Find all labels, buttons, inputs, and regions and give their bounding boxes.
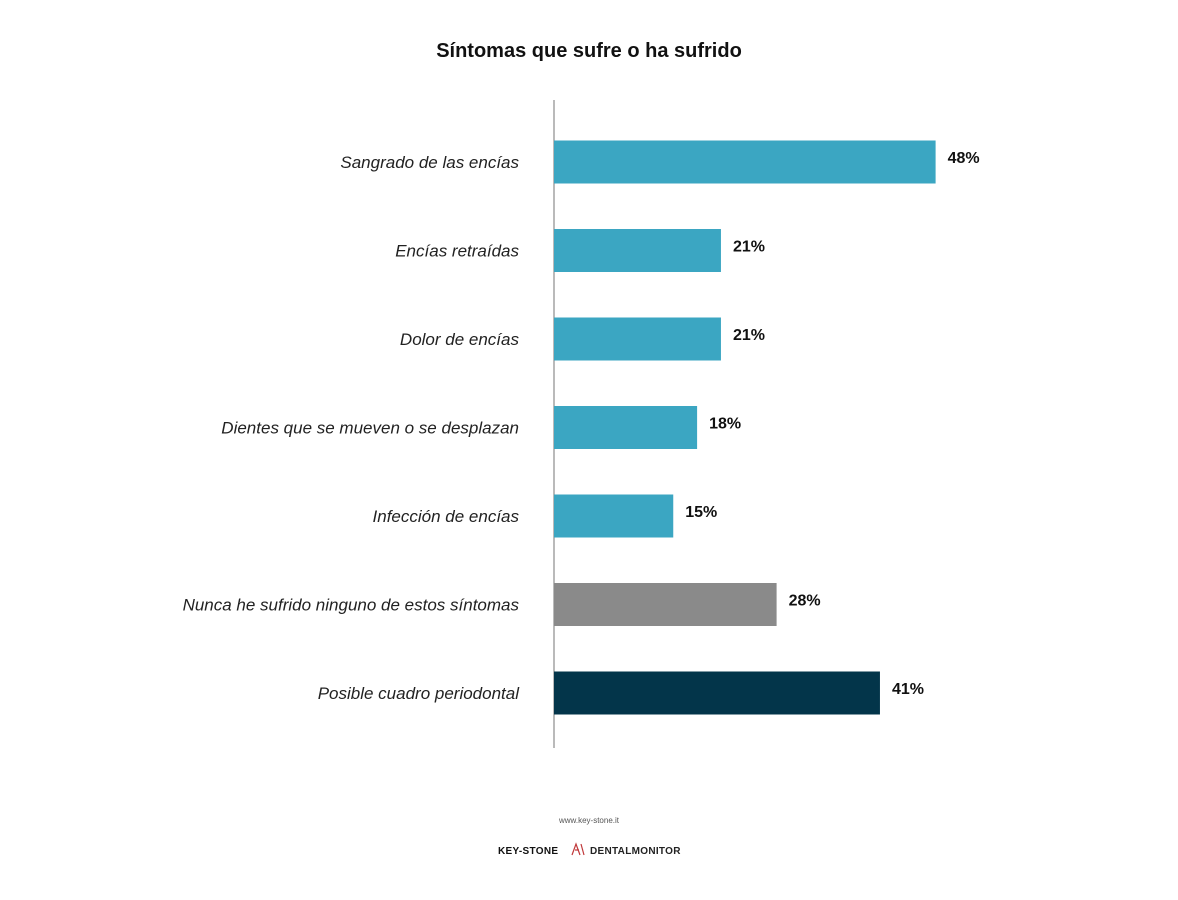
category-label: Dolor de encías: [400, 330, 520, 349]
dentalmonitor-logo: DENTALMONITOR: [590, 846, 681, 857]
bar: [554, 140, 936, 184]
footer-url: www.key-stone.it: [558, 816, 620, 825]
value-label: 21%: [733, 239, 765, 256]
bar: [554, 406, 698, 449]
category-label: Encías retraídas: [395, 242, 519, 261]
value-label: 18%: [709, 416, 741, 433]
category-label: Sangrado de las encías: [340, 153, 519, 172]
value-label: 15%: [685, 504, 717, 521]
chart-title: Síntomas que sufre o ha sufrido: [436, 40, 742, 62]
footer-logos: KEY-STONE DENTALMONITOR: [498, 842, 681, 857]
svg-text:KEY-STONE: KEY-STONE: [498, 846, 558, 857]
value-label: 21%: [733, 327, 765, 344]
bar: [554, 494, 674, 538]
value-label: 41%: [892, 681, 924, 698]
category-label: Nunca he sufrido ninguno de estos síntom…: [183, 596, 520, 615]
svg-text:DENTALMONITOR: DENTALMONITOR: [590, 846, 681, 857]
value-label: 48%: [948, 150, 980, 167]
bar: [554, 229, 721, 272]
bar: [554, 671, 880, 715]
value-label: 28%: [789, 593, 821, 610]
bar: [554, 317, 721, 361]
category-label: Dientes que se mueven o se desplazan: [221, 419, 519, 438]
category-label: Infección de encías: [373, 507, 520, 526]
category-label: Posible cuadro periodontal: [318, 684, 521, 703]
keystone-logo: KEY-STONE: [498, 842, 585, 857]
bar: [554, 583, 777, 626]
